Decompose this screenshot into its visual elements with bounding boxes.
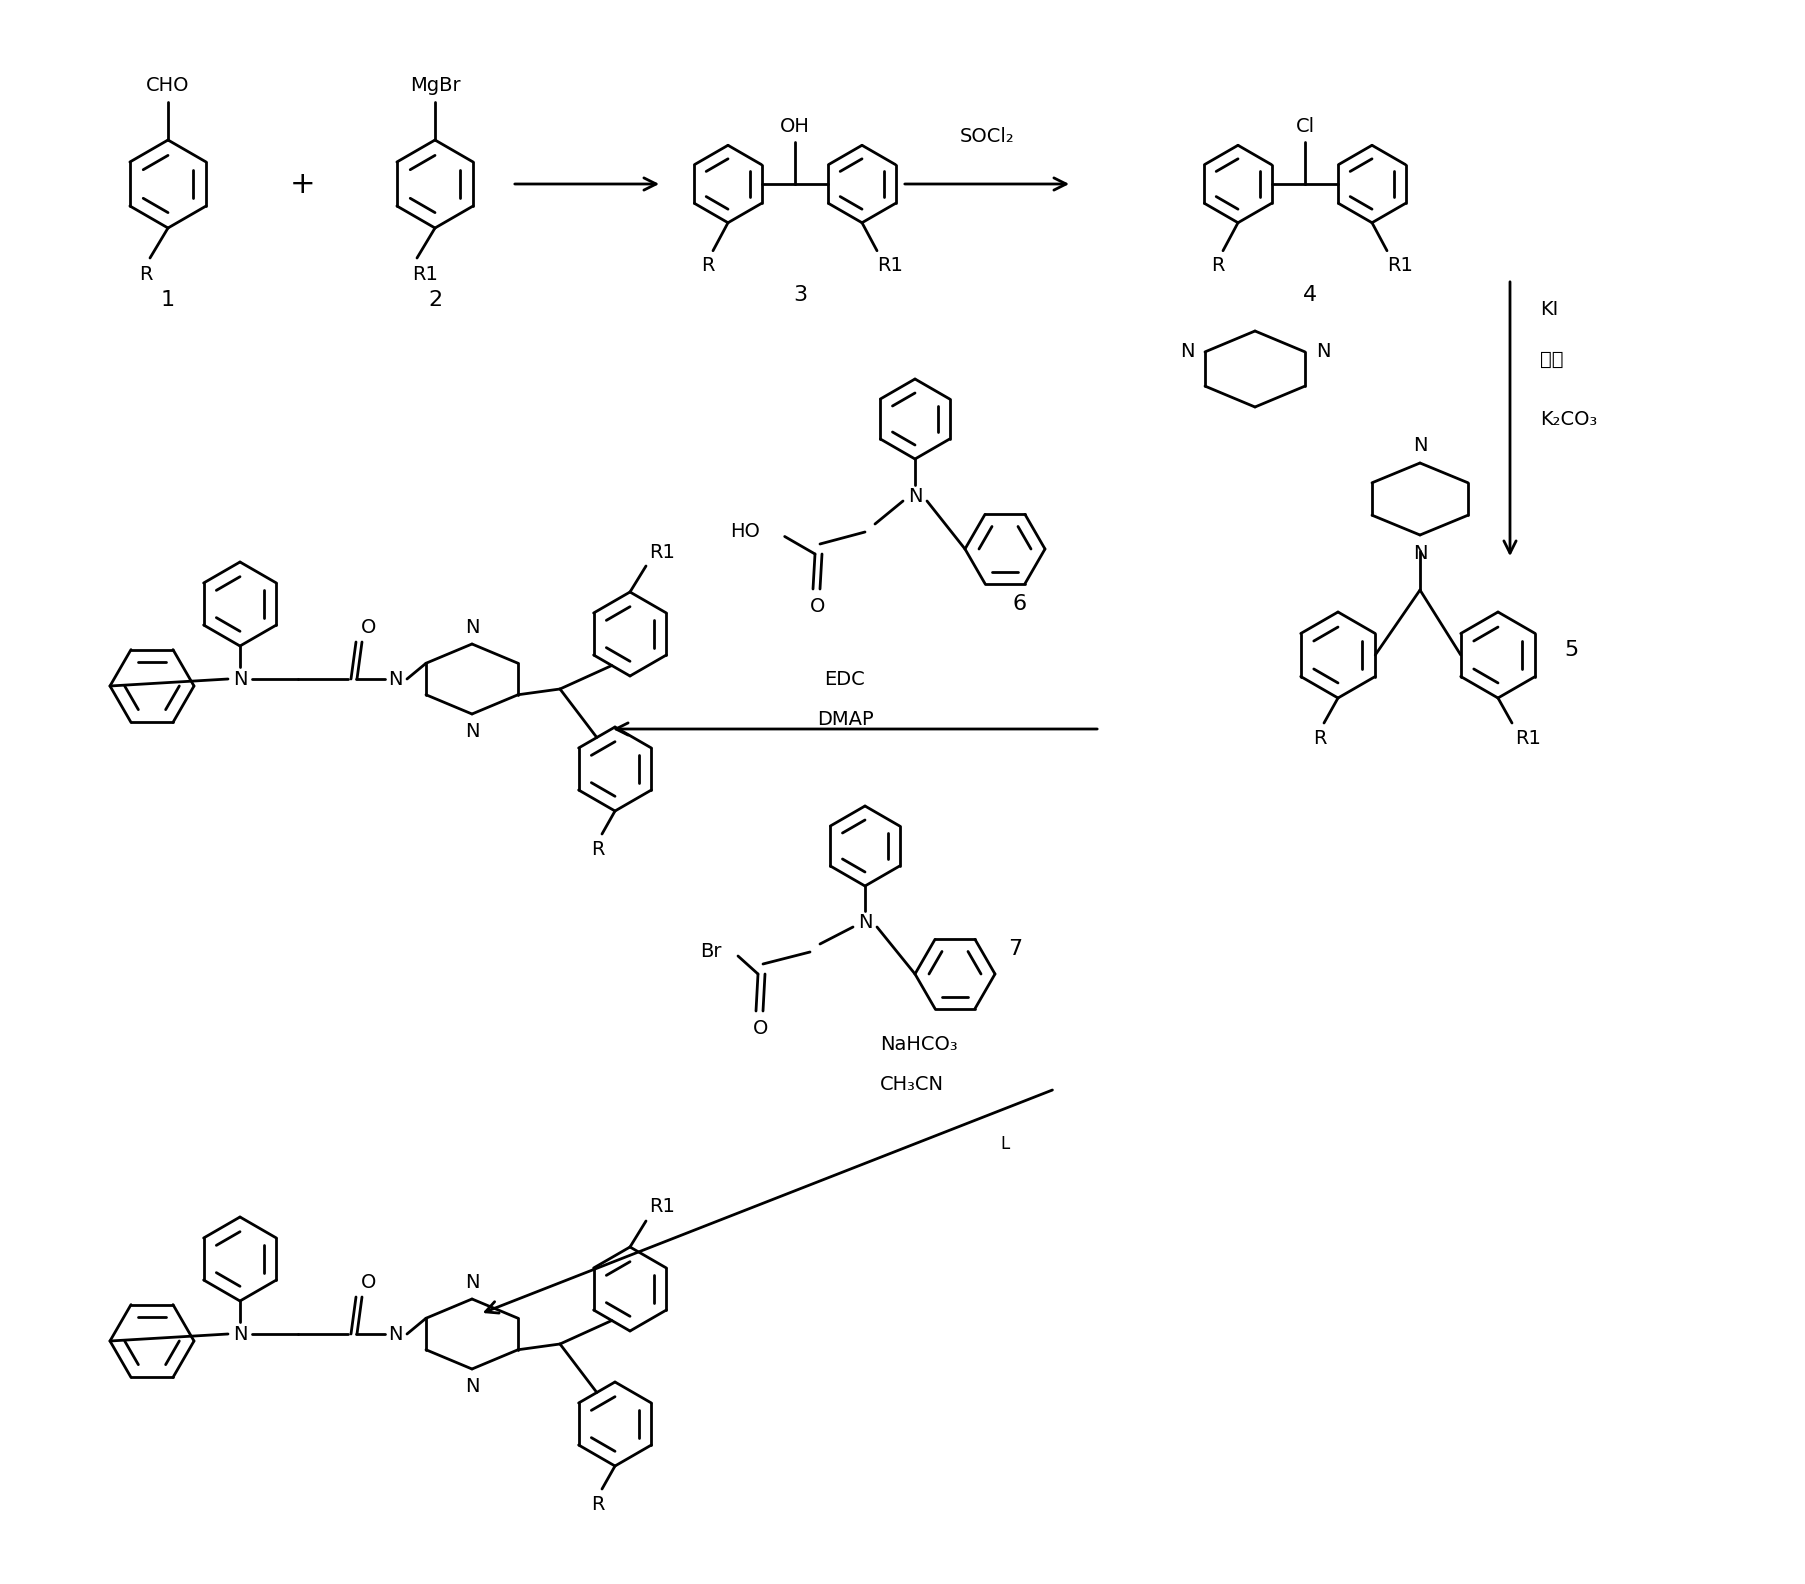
Text: 7: 7 xyxy=(1007,939,1022,958)
Text: Br: Br xyxy=(700,941,722,960)
Text: R1: R1 xyxy=(1514,729,1540,748)
Text: 4: 4 xyxy=(1301,285,1316,304)
Text: 3: 3 xyxy=(792,285,807,304)
Text: R1: R1 xyxy=(1386,257,1412,276)
Text: SOCl₂: SOCl₂ xyxy=(958,127,1014,146)
Text: R: R xyxy=(139,265,153,284)
Text: +: + xyxy=(291,169,316,198)
Text: O: O xyxy=(810,597,825,616)
Text: OH: OH xyxy=(780,117,809,136)
Text: R: R xyxy=(1312,729,1327,748)
Text: 6: 6 xyxy=(1013,594,1027,615)
Text: Cl: Cl xyxy=(1294,117,1314,136)
Text: R1: R1 xyxy=(412,265,437,284)
Text: N: N xyxy=(1179,342,1193,361)
Text: EDC: EDC xyxy=(825,670,865,689)
Text: R1: R1 xyxy=(648,542,675,561)
Text: N: N xyxy=(1316,342,1330,361)
Text: O: O xyxy=(753,1020,769,1039)
Text: O: O xyxy=(361,618,377,637)
Text: N: N xyxy=(908,486,922,505)
Text: NaHCO₃: NaHCO₃ xyxy=(879,1034,957,1053)
Text: N: N xyxy=(233,670,247,689)
Text: R1: R1 xyxy=(877,257,902,276)
Text: R1: R1 xyxy=(648,1198,675,1217)
Text: CH₃CN: CH₃CN xyxy=(879,1074,944,1093)
Text: R: R xyxy=(1211,257,1224,276)
Text: N: N xyxy=(464,618,478,637)
Text: K₂CO₃: K₂CO₃ xyxy=(1540,410,1596,429)
Text: 5: 5 xyxy=(1563,640,1578,661)
Text: 2: 2 xyxy=(428,290,442,310)
Text: R: R xyxy=(700,257,715,276)
Text: N: N xyxy=(388,670,403,689)
Text: MgBr: MgBr xyxy=(410,76,460,95)
Text: N: N xyxy=(1412,543,1426,562)
Text: 丁酮: 丁酮 xyxy=(1540,350,1563,369)
Text: N: N xyxy=(857,912,872,931)
Text: N: N xyxy=(464,1272,478,1291)
Text: 1: 1 xyxy=(161,290,175,310)
Text: R: R xyxy=(590,840,605,859)
Text: L: L xyxy=(1000,1136,1009,1153)
Text: R: R xyxy=(590,1494,605,1513)
Text: CHO: CHO xyxy=(146,76,190,95)
Text: N: N xyxy=(233,1324,247,1343)
Text: N: N xyxy=(464,1376,478,1396)
Text: N: N xyxy=(388,1324,403,1343)
Text: DMAP: DMAP xyxy=(816,710,874,729)
Text: HO: HO xyxy=(729,523,760,542)
Text: N: N xyxy=(464,721,478,740)
Text: O: O xyxy=(361,1272,377,1291)
Text: KI: KI xyxy=(1540,299,1558,318)
Text: N: N xyxy=(1412,436,1426,455)
